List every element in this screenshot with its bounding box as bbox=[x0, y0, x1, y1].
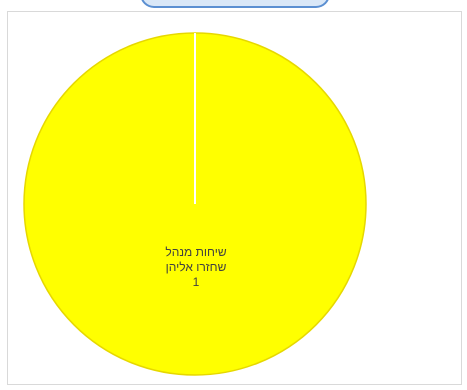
top-accent-wrapper bbox=[0, 0, 467, 10]
slice-label-line-2: שחזרו אליהן bbox=[166, 260, 227, 274]
pie-slices bbox=[23, 32, 367, 376]
slice-label-line-1: שיחות מנהל bbox=[165, 245, 226, 259]
slice-value-label: 1 bbox=[193, 275, 200, 289]
pie-labels: שיחות מנהל שחזרו אליהן 1 bbox=[165, 245, 226, 289]
